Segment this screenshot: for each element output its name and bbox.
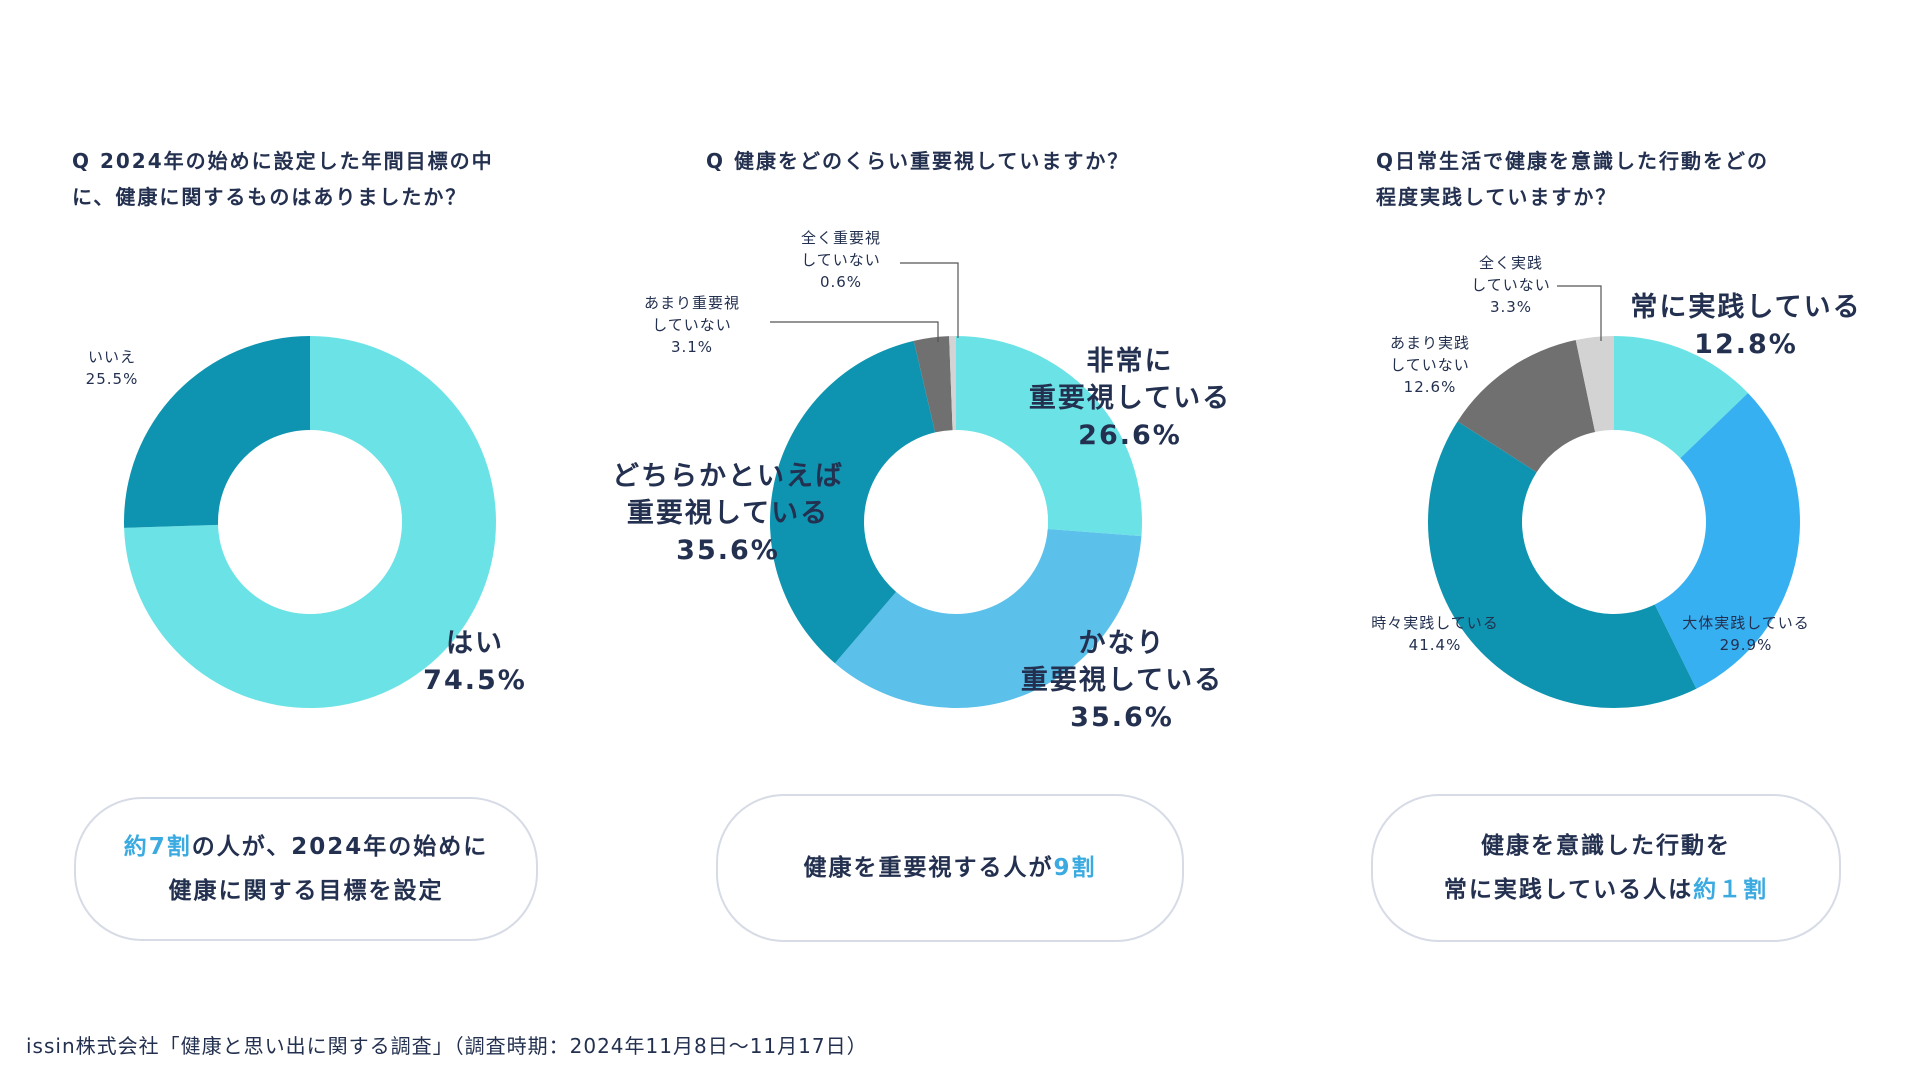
question-title: Q 2024年の始めに設定した年間目標の中 に、健康に関するものはありましたか？ (72, 143, 494, 215)
donut-slice (123, 335, 310, 528)
slice-label: 全く重要視していない 0.6% (801, 229, 881, 291)
slice-category-label: 全く重要視 (801, 229, 881, 247)
slice-label: あまり重要視していない 3.1% (644, 294, 740, 356)
slice-category-label: あまり実践 (1390, 334, 1470, 352)
donut-chart-importance: 非常に重要視している 26.6%かなり重要視している 35.6%どちらかといえば重要… (612, 229, 1231, 733)
slice-label: どちらかといえば重要視している 35.6% (612, 461, 844, 566)
slice-value-label: 25.5% (86, 370, 139, 388)
donut-chart-goals: はい 74.5% いいえ 25.5% (86, 335, 527, 708)
donut-slice (1457, 339, 1596, 473)
slice-category-label: あまり重要視 (644, 294, 740, 312)
slice-value-label: 41.4% (1409, 636, 1462, 654)
donut-slice (1654, 392, 1800, 689)
slice-value-label: 12.8% (1694, 329, 1798, 360)
donut-slice (770, 340, 936, 664)
leader-line (1557, 285, 1602, 341)
callout-line: 常に実践している人は約１割 (1444, 868, 1768, 912)
chart-panel-importance: Q 健康をどのくらい重要視していますか？ 非常に重要視している 26.6% かなり重… (612, 0, 1280, 1000)
callout-line: 約7割の人が、2024年の始めに (124, 825, 489, 869)
donut-slice (1575, 336, 1614, 432)
slice-category-label: いいえ (88, 348, 136, 366)
slice-category-label: 常に実践している (1630, 291, 1861, 323)
slice-label: かなり重要視している 35.6% (1021, 628, 1223, 733)
callout-highlight: 9割 (1053, 855, 1097, 881)
slice-value-label: 29.9% (1720, 636, 1773, 654)
leader-line (900, 262, 959, 338)
slice-value-label: 3.1% (671, 338, 713, 356)
donut-slice (1614, 336, 1748, 459)
slice-category-label: 重要視している (1021, 665, 1223, 696)
question-line: に、健康に関するものはありましたか？ (72, 185, 468, 209)
slice-value-label: 12.6% (1404, 378, 1457, 396)
question-line: Q 2024年の始めに設定した年間目標の中 (72, 149, 494, 173)
slice-label: あまり実践していない 12.6% (1390, 334, 1470, 396)
slice-category-label: 大体実践している (1682, 614, 1810, 632)
callout-highlight: 約7割 (123, 834, 192, 860)
slice-value-label: 35.6% (1070, 702, 1174, 733)
slice-label: はい 74.5% (423, 628, 527, 696)
slice-label: 常に実践している 12.8% (1630, 291, 1861, 360)
slice-category-label: 時々実践している (1371, 614, 1499, 632)
slice-category-label: 全く実践 (1479, 254, 1543, 272)
slice-category-label: 重要視している (627, 498, 829, 529)
callout-text: 常に実践している人は (1443, 877, 1694, 903)
source-footnote: issin株式会社「健康と思い出に関する調査」（調査時期：2024年11月8日〜… (26, 1034, 868, 1058)
slice-label: いいえ 25.5% (86, 348, 139, 388)
callout-text: の人が、2024年の始めに (191, 834, 489, 860)
summary-callout: 約7割の人が、2024年の始めに 健康に関する目標を設定 (74, 797, 538, 941)
question-line: 程度実践していますか？ (1376, 185, 1618, 209)
callout-line: 健康を重要視する人が9割 (803, 846, 1096, 890)
question-title: Q 健康をどのくらい重要視していますか？ (706, 143, 1129, 179)
slice-category-label: 非常に (1087, 346, 1174, 377)
callout-line: 健康を意識した行動を (1481, 824, 1731, 868)
donut-slice (949, 336, 956, 431)
callout-highlight: 約１割 (1693, 877, 1769, 903)
callout-text: 健康に関する目標を設定 (168, 878, 444, 904)
slice-label: 大体実践している 29.9% (1682, 614, 1810, 654)
leader-line (770, 321, 939, 342)
slice-value-label: 35.6% (676, 535, 780, 566)
slice-category-label: かなり (1079, 628, 1166, 659)
summary-callout: 健康を意識した行動を 常に実践している人は約１割 (1371, 794, 1841, 942)
slice-category-label: していない (801, 251, 881, 269)
slice-label: 全く実践していない 3.3% (1471, 254, 1551, 316)
question-title: Q日常生活で健康を意識した行動をどの 程度実践していますか？ (1376, 143, 1769, 215)
slice-value-label: 26.6% (1078, 420, 1182, 451)
slice-category-label: 重要視している (1029, 383, 1231, 414)
question-line: Q日常生活で健康を意識した行動をどの (1376, 149, 1770, 173)
donut-hole (1522, 430, 1706, 614)
donut-slice (124, 336, 496, 708)
slice-category-label: していない (1390, 356, 1470, 374)
slice-category-label: していない (1471, 276, 1551, 294)
donut-slice (956, 336, 1142, 537)
donut-slice (1428, 421, 1697, 708)
callout-text: 健康を意識した行動を (1481, 833, 1731, 859)
callout-text: 健康を重要視する人が (803, 855, 1054, 881)
chart-panel-goals: Q 2024年の始めに設定した年間目標の中 に、健康に関するものはありましたか？… (0, 0, 640, 1000)
summary-callout: 健康を重要視する人が9割 (716, 794, 1184, 942)
donut-hole (218, 430, 402, 614)
slice-category-label: はい (446, 628, 504, 659)
slice-value-label: 0.6% (820, 273, 862, 291)
donut-slice (913, 336, 953, 433)
question-line: Q 健康をどのくらい重要視していますか？ (706, 149, 1130, 173)
callout-line: 健康に関する目標を設定 (169, 869, 444, 913)
donut-hole (864, 430, 1048, 614)
slice-label: 時々実践している 41.4% (1371, 614, 1499, 654)
slice-value-label: 3.3% (1490, 298, 1532, 316)
slice-category-label: していない (652, 316, 732, 334)
slice-label: 非常に重要視している 26.6% (1029, 346, 1231, 451)
donut-chart-practice: 常に実践している 12.8% 大体実践している 29.9% 時々実践している 41.4% あ… (1371, 254, 1861, 708)
donut-slice (834, 528, 1142, 708)
chart-panel-practice: Q日常生活で健康を意識した行動をどの 程度実践していますか？ 常に実践している 1… (1280, 0, 1920, 1000)
slice-category-label: どちらかといえば (612, 461, 844, 492)
slice-value-label: 74.5% (423, 665, 527, 696)
